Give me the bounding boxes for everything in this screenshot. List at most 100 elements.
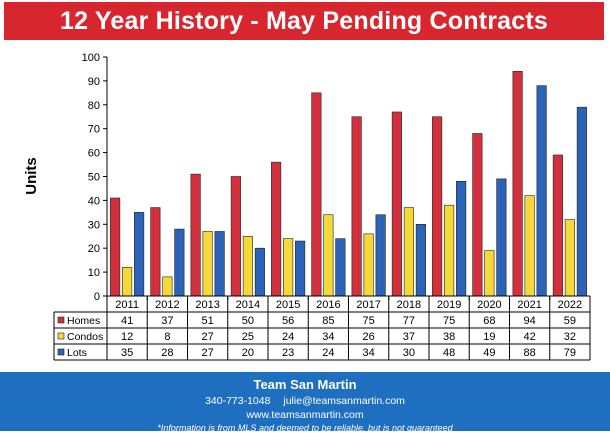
y-tick-label: 50 <box>88 172 100 184</box>
data-label-lots: 28 <box>161 347 173 359</box>
bar-condos-2019 <box>444 204 455 297</box>
bar-homes-2011 <box>110 197 121 297</box>
bar-homes-2014 <box>230 176 241 297</box>
bar-lots-2014 <box>254 247 265 297</box>
y-tick-label: 70 <box>88 124 100 136</box>
footer-phone: 340-773-1048 <box>205 395 271 407</box>
legend-swatch-condos <box>57 332 65 340</box>
bar-lots-2020 <box>496 178 507 297</box>
footer-website[interactable]: www.teamsanmartin.com <box>246 409 364 421</box>
data-label-homes: 51 <box>202 315 214 327</box>
y-tick-label: 30 <box>88 219 100 231</box>
bar-lots-2019 <box>456 180 467 297</box>
data-label-lots: 20 <box>242 347 254 359</box>
y-tick-label: 10 <box>88 267 100 279</box>
y-tick-label: 0 <box>94 291 100 303</box>
x-tick-label: 2011 <box>115 299 139 311</box>
data-label-homes: 59 <box>564 315 576 327</box>
bar-homes-2021 <box>512 71 523 297</box>
bar-homes-2015 <box>271 161 282 297</box>
bar-lots-2015 <box>295 240 306 297</box>
bar-condos-2012 <box>162 276 173 297</box>
data-label-homes: 77 <box>403 315 415 327</box>
y-tick-label: 80 <box>88 100 100 112</box>
data-label-homes: 37 <box>161 315 173 327</box>
x-tick-label: 2016 <box>316 299 340 311</box>
legend-label-condos: Condos <box>67 331 103 343</box>
y-tick-label: 90 <box>88 76 100 88</box>
x-tick-label: 2019 <box>437 299 461 311</box>
data-label-homes: 68 <box>483 315 495 327</box>
data-label-condos: 42 <box>524 331 536 343</box>
bar-lots-2013 <box>214 231 225 297</box>
data-label-condos: 26 <box>363 331 375 343</box>
data-label-lots: 34 <box>363 347 375 359</box>
bar-condos-2011 <box>122 267 133 297</box>
chart-title: 12 Year History - May Pending Contracts <box>59 6 549 35</box>
x-tick-label: 2015 <box>276 299 300 311</box>
legend-swatch-lots <box>57 348 65 356</box>
bar-condos-2022 <box>564 219 575 297</box>
data-label-homes: 94 <box>524 315 536 327</box>
y-tick-label: 40 <box>88 195 100 207</box>
data-label-condos: 32 <box>564 331 576 343</box>
bar-homes-2018 <box>391 111 402 297</box>
x-tick-label: 2021 <box>517 299 541 311</box>
data-label-homes: 85 <box>322 315 334 327</box>
data-label-homes: 75 <box>443 315 455 327</box>
bar-homes-2012 <box>150 207 161 297</box>
footer-disclaimer: *Information is from MLS and deemed to b… <box>157 423 453 433</box>
data-label-condos: 12 <box>121 331 133 343</box>
footer-email[interactable]: julie@teamsanmartin.com <box>283 395 405 407</box>
data-label-homes: 56 <box>282 315 294 327</box>
data-label-lots: 49 <box>483 347 495 359</box>
y-tick-label: 60 <box>88 148 100 160</box>
y-tick-label: 100 <box>82 52 100 64</box>
legend-label-lots: Lots <box>67 347 87 359</box>
footer-company-name: Team San Martin <box>253 377 357 392</box>
bar-condos-2020 <box>484 250 495 297</box>
data-label-condos: 34 <box>322 331 334 343</box>
y-axis-label: Units <box>23 157 40 195</box>
data-label-condos: 25 <box>242 331 254 343</box>
x-tick-label: 2013 <box>195 299 219 311</box>
data-label-homes: 50 <box>242 315 254 327</box>
data-label-lots: 88 <box>524 347 536 359</box>
x-tick-label: 2017 <box>356 299 380 311</box>
bar-homes-2022 <box>552 154 563 297</box>
y-tick-label: 20 <box>88 243 100 255</box>
bar-condos-2013 <box>202 231 213 297</box>
bar-lots-2021 <box>536 85 547 297</box>
bar-condos-2016 <box>323 214 334 297</box>
data-label-condos: 37 <box>403 331 415 343</box>
bar-lots-2012 <box>174 228 185 297</box>
data-label-lots: 27 <box>202 347 214 359</box>
data-label-lots: 30 <box>403 347 415 359</box>
bar-homes-2016 <box>311 92 322 297</box>
bar-condos-2017 <box>363 233 374 297</box>
title-banner: 12 Year History - May Pending Contracts <box>4 2 604 40</box>
data-label-lots: 79 <box>564 347 576 359</box>
data-label-condos: 19 <box>483 331 495 343</box>
bar-homes-2019 <box>432 116 443 297</box>
x-tick-label: 2020 <box>477 299 501 311</box>
bar-condos-2014 <box>242 235 253 297</box>
bar-homes-2017 <box>351 116 362 297</box>
legend-label-homes: Homes <box>67 315 100 327</box>
x-tick-label: 2018 <box>397 299 421 311</box>
footer-banner: Team San Martin 340-773-1048 julie@teams… <box>0 372 610 433</box>
data-label-lots: 48 <box>443 347 455 359</box>
bar-condos-2021 <box>524 195 535 297</box>
data-label-homes: 41 <box>121 315 133 327</box>
footer-contact-line: 340-773-1048 julie@teamsanmartin.com <box>0 395 610 407</box>
data-label-homes: 75 <box>363 315 375 327</box>
bar-lots-2022 <box>576 106 587 297</box>
data-label-condos: 8 <box>164 331 170 343</box>
bar-lots-2016 <box>335 238 346 297</box>
data-label-lots: 35 <box>121 347 133 359</box>
bar-lots-2017 <box>375 214 386 297</box>
bar-homes-2013 <box>190 173 201 297</box>
x-tick-label: 2012 <box>155 299 179 311</box>
legend-swatch-homes <box>57 316 65 324</box>
